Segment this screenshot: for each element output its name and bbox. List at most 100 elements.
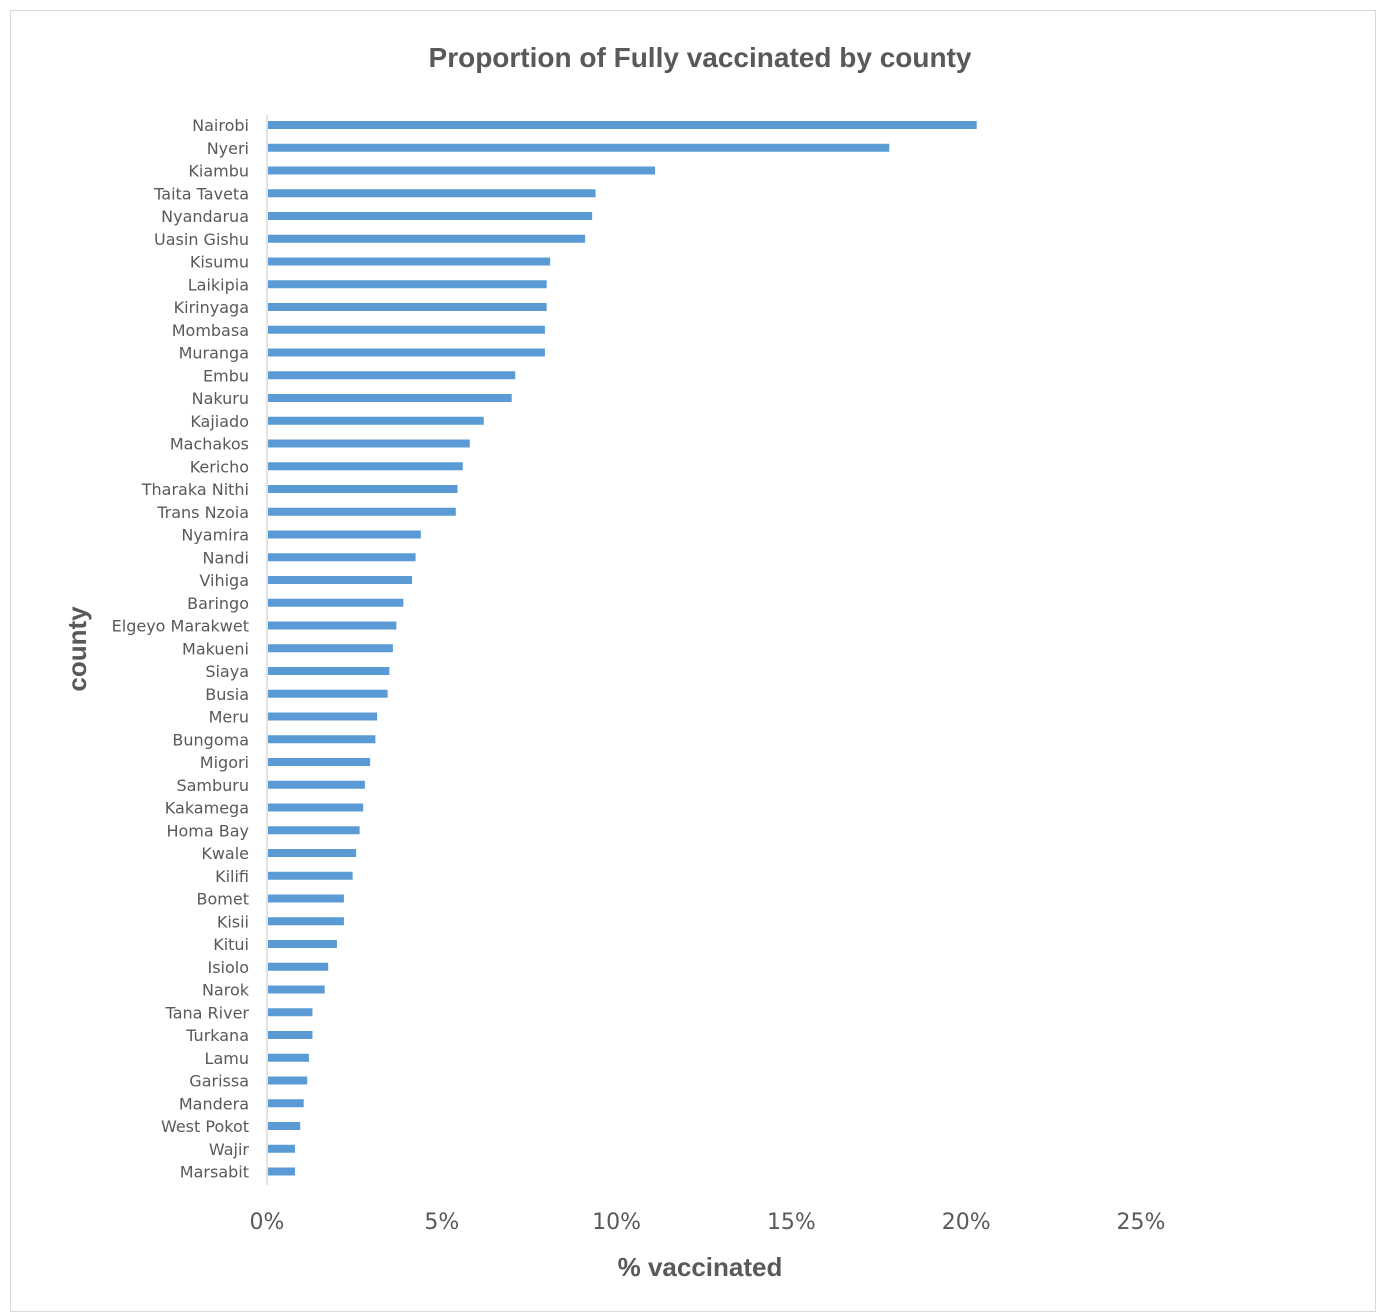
y-tick-label: Bungoma — [172, 730, 249, 749]
y-tick-label: Tana River — [165, 1003, 250, 1022]
bar-nyamira — [268, 530, 421, 539]
bar-chart: Proportion of Fully vaccinated by county… — [62, 42, 1166, 1282]
y-tick-label: Isiolo — [207, 958, 249, 977]
y-tick-label: Nairobi — [192, 116, 249, 135]
bar-elgeyo-marakwet — [268, 621, 397, 630]
y-tick-label: Nakuru — [192, 389, 249, 408]
chart-title: Proportion of Fully vaccinated by county — [429, 42, 972, 73]
bar-muranga — [268, 348, 545, 357]
bar-mombasa — [268, 325, 545, 334]
y-tick-label: Mandera — [179, 1094, 249, 1113]
bar-kirinyaga — [268, 303, 547, 311]
x-tick-label: 0% — [250, 1210, 285, 1235]
y-tick-label: Machakos — [170, 435, 249, 454]
y-tick-label: Kisii — [217, 912, 249, 931]
y-tick-label: Embu — [203, 366, 249, 385]
y-tick-label: Busia — [205, 685, 249, 704]
y-tick-label: Lamu — [205, 1049, 249, 1068]
bar-kitui — [268, 940, 337, 948]
bar-kilifi — [268, 871, 353, 880]
x-tick-label: 15% — [767, 1210, 816, 1235]
bar-marsabit — [268, 1167, 295, 1176]
bar-narok — [268, 985, 325, 994]
y-tick-label: Garissa — [189, 1072, 249, 1091]
y-tick-label: Kitui — [213, 935, 249, 954]
bar-nandi — [268, 553, 416, 562]
y-tick-label: Kiambu — [188, 162, 249, 181]
y-tick-label: Tharaka Nithi — [141, 480, 249, 499]
y-tick-label: Wajir — [209, 1140, 249, 1159]
bar-kisii — [268, 917, 344, 926]
y-tick-label: Kilifi — [215, 867, 249, 886]
bar-samburu — [268, 780, 365, 789]
bar-bungoma — [268, 735, 376, 744]
y-tick-label: West Pokot — [161, 1117, 249, 1136]
bar-isiolo — [268, 962, 329, 971]
y-tick-label: Bomet — [197, 890, 249, 909]
y-tick-label: Kisumu — [190, 253, 249, 272]
bar-mandera — [268, 1099, 304, 1108]
y-tick-label: Meru — [209, 708, 249, 727]
bar-kericho — [268, 462, 463, 471]
y-tick-label: Kwale — [201, 844, 249, 863]
bar-machakos — [268, 439, 470, 448]
bar-bomet — [268, 894, 344, 903]
bar-meru — [268, 712, 378, 721]
bar-garissa — [268, 1076, 308, 1085]
bar-taita-taveta — [268, 189, 596, 198]
bar-nairobi — [268, 121, 977, 129]
x-axis-title: % vaccinated — [618, 1252, 783, 1282]
y-tick-label: Migori — [200, 753, 249, 772]
x-tick-labels: 0% 5% 10% 15% 20% 25% — [250, 1210, 1166, 1235]
bar-kisumu — [268, 257, 551, 266]
y-tick-label: Uasin Gishu — [154, 230, 249, 249]
bar-nakuru — [268, 394, 512, 402]
y-tick-label: Elgeyo Marakwet — [112, 617, 249, 636]
y-tick-label: Marsabit — [180, 1163, 249, 1182]
bar-vihiga — [268, 576, 413, 584]
y-axis-title: county — [62, 606, 92, 692]
bar-kakamega — [268, 803, 364, 812]
y-tick-label: Narok — [202, 981, 250, 1000]
y-tick-label: Baringo — [187, 594, 249, 613]
bar-tharaka-nithi — [268, 485, 458, 493]
bar-laikipia — [268, 280, 547, 289]
y-tick-label: Homa Bay — [166, 821, 249, 840]
bar-embu — [268, 371, 516, 380]
bar-nyeri — [268, 143, 890, 152]
y-tick-label: Kirinyaga — [174, 298, 249, 317]
bar-migori — [268, 758, 371, 766]
bar-makueni — [268, 644, 393, 653]
bar-kwale — [268, 849, 357, 857]
y-tick-label: Trans Nzoia — [156, 503, 249, 522]
bar-kiambu — [268, 166, 656, 175]
bar-wajir — [268, 1144, 295, 1153]
bar-homa-bay — [268, 826, 360, 835]
x-tick-label: 20% — [942, 1210, 991, 1235]
y-tick-label: Siaya — [205, 662, 249, 681]
y-tick-label: Vihiga — [199, 571, 249, 590]
y-tick-label: Nyamira — [181, 526, 249, 545]
y-tick-label: Taita Taveta — [153, 184, 249, 203]
y-tick-label: Kakamega — [165, 799, 249, 818]
bar-siaya — [268, 667, 390, 675]
y-tick-label: Nyeri — [207, 139, 249, 158]
bar-nyandarua — [268, 212, 593, 220]
y-tick-label: Kericho — [190, 457, 249, 476]
y-tick-label: Makueni — [182, 639, 249, 658]
y-tick-label: Nandi — [202, 548, 249, 567]
bar-lamu — [268, 1053, 309, 1062]
x-tick-label: 10% — [592, 1210, 641, 1235]
bar-trans-nzoia — [268, 507, 456, 516]
bar-baringo — [268, 598, 404, 607]
y-tick-label: Turkana — [185, 1026, 249, 1045]
bar-kajiado — [268, 416, 484, 425]
bar-busia — [268, 689, 388, 698]
y-tick-labels: Nairobi Nyeri Kiambu Taita Taveta Nyandarua U… — [112, 116, 250, 1182]
chart-frame: Proportion of Fully vaccinated by county… — [10, 10, 1376, 1312]
y-tick-label: Nyandarua — [161, 207, 249, 226]
x-tick-label: 25% — [1117, 1210, 1166, 1235]
y-tick-label: Muranga — [179, 344, 249, 363]
bars-group — [268, 121, 977, 1176]
bar-uasin-gishu — [268, 234, 586, 243]
